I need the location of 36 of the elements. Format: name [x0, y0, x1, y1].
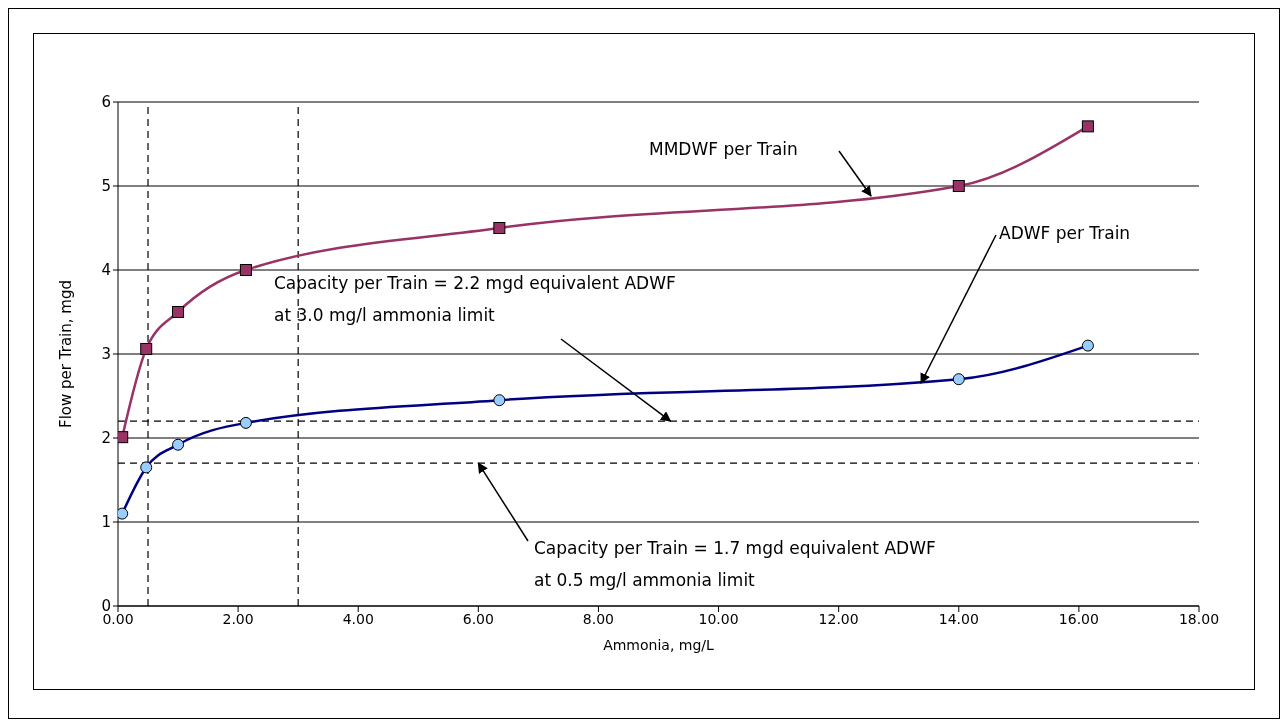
point [118, 431, 129, 444]
text: ADWF per Train [999, 223, 1131, 243]
x-tick-label: 6.00 [462, 610, 494, 627]
y-tick-label: 2 [101, 429, 111, 448]
point [140, 342, 153, 355]
point [172, 306, 185, 318]
x-tick-label: 0.00 [102, 610, 134, 627]
x-tick-label: 16.00 [1058, 610, 1099, 627]
point [952, 180, 965, 192]
y-tick-label: 1 [101, 513, 111, 532]
x-tick-label: 18.00 [1178, 610, 1220, 627]
x-tick-label: 14.00 [938, 610, 979, 627]
point [493, 222, 506, 234]
x-tick-label: 12.00 [818, 610, 859, 627]
x-tick-label: 4.00 [342, 610, 374, 627]
annotation: Capacity per Train = 2.2 mgd equivalent ADWF at 3.0 mg/l ammonia limit [274, 273, 676, 325]
point [493, 394, 506, 407]
annotation: Capacity per Train = 1.7 mgd equivalent ADWF at 0.5 mg/l ammonia limit [534, 538, 936, 590]
text: MMDWF per Train [649, 139, 798, 159]
y-tick-label: 4 [101, 261, 111, 280]
point [140, 461, 153, 474]
point [239, 416, 252, 429]
point [172, 438, 185, 451]
x-tick-label: 8.00 [582, 610, 615, 627]
point [1081, 120, 1094, 133]
y-tick-label: 3 [101, 345, 111, 364]
point [952, 373, 965, 386]
y-tick-label: 5 [101, 177, 111, 196]
point [239, 264, 252, 276]
point [1081, 339, 1094, 352]
y-tick-label: 6 [101, 93, 111, 112]
y-axis-title: Flow per Train, mgd [57, 280, 75, 428]
x-tick-label: 2.00 [222, 610, 254, 627]
x-tick-label: 10.00 [698, 610, 739, 627]
point [118, 507, 129, 520]
x-axis-title: Ammonia, mg/L [603, 637, 715, 653]
